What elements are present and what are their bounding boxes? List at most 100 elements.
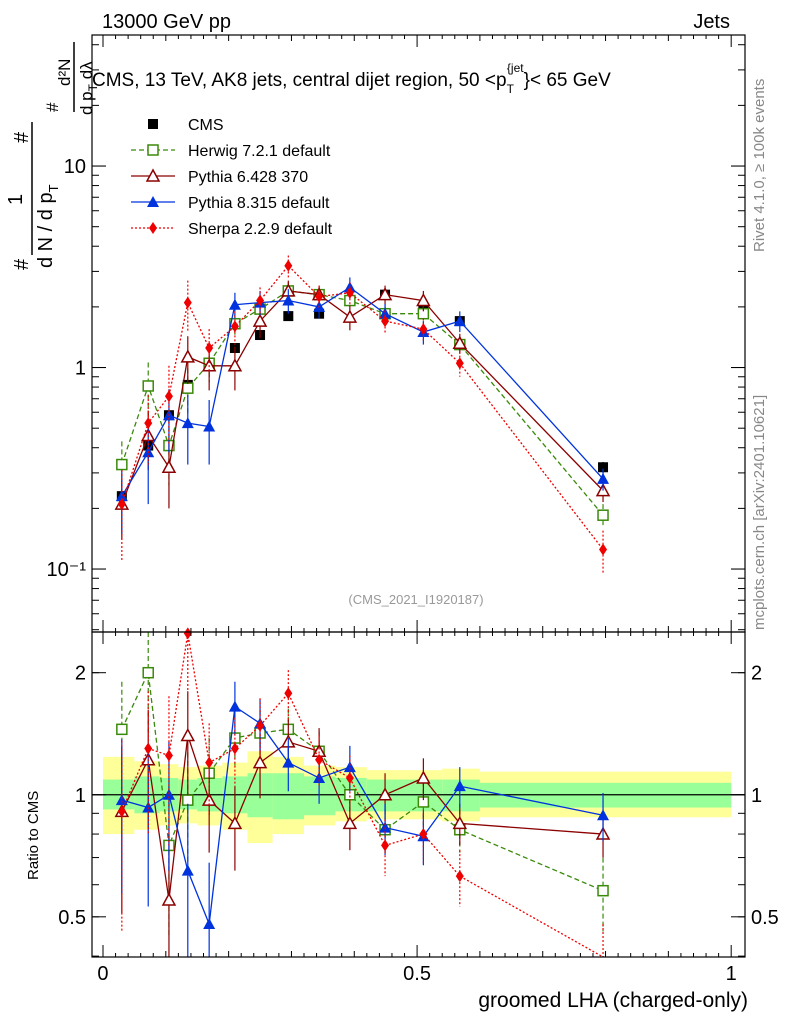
ratio-ylabel: Ratio to CMS <box>25 791 42 880</box>
upper-y-tick-label: 1 <box>75 358 86 380</box>
upper-series-line <box>121 286 604 497</box>
upper-series-1 <box>116 282 609 528</box>
lower-data-point <box>315 753 324 766</box>
upper-series-0 <box>116 289 609 505</box>
lower-data-point <box>230 742 239 755</box>
upper-series-3 <box>115 277 610 534</box>
upper-y-tick-label: 10 <box>64 156 86 178</box>
upper-data-point <box>256 294 265 307</box>
lower-data-point <box>203 918 216 930</box>
plot-title-tail: }< 65 GeV <box>524 70 611 91</box>
upper-data-point <box>227 358 243 372</box>
lower-data-point <box>162 788 175 800</box>
lower-data-point <box>377 787 393 801</box>
lower-data-point <box>342 815 358 830</box>
upper-data-point <box>453 315 466 327</box>
lower-y-tick-label: 2 <box>75 663 86 685</box>
legend-item: Pythia 6.428 370 <box>131 168 308 186</box>
legend-item: CMS <box>148 117 224 134</box>
lower-series-line <box>121 670 604 892</box>
upper-data-point <box>117 498 126 511</box>
upper-series-line <box>121 290 604 516</box>
lower-data-point <box>282 756 295 768</box>
legend-item: Pythia 8.315 default <box>131 195 330 212</box>
lower-data-point <box>228 700 241 712</box>
upper-data-point <box>182 382 194 394</box>
upper-series-4 <box>117 255 608 574</box>
ylabel-num1: 1 <box>5 194 27 205</box>
lower-data-point <box>252 755 268 769</box>
x-tick-label: 0.5 <box>403 963 431 985</box>
lower-data-point <box>180 727 196 742</box>
ylabel-hash-3: # <box>43 102 62 112</box>
upper-series-line <box>121 290 604 505</box>
lower-data-point <box>284 687 293 700</box>
lower-y-tick-label-right: 1 <box>751 785 762 807</box>
upper-data-point <box>342 309 358 323</box>
lower-data-point <box>455 870 464 883</box>
rivet-version-label: Rivet 4.1.0, ≥ 100k events <box>751 79 768 252</box>
lower-data-point <box>205 756 214 769</box>
upper-data-point <box>142 380 154 392</box>
ylabel-den1: d N / d pT <box>35 184 61 268</box>
legend-label: Sherpa 2.2.9 default <box>188 221 333 238</box>
lower-data-point <box>117 805 126 818</box>
lower-series-1 <box>114 691 611 957</box>
upper-data-point <box>203 420 216 432</box>
lower-series-3 <box>117 627 604 958</box>
lower-data-point <box>345 771 354 784</box>
upper-data-point <box>598 462 609 473</box>
upper-series-2 <box>114 280 611 540</box>
x-tick-label: 0 <box>97 963 108 985</box>
upper-data-point <box>230 320 239 333</box>
lower-series-line <box>121 705 604 925</box>
upper-data-point <box>419 323 428 336</box>
upper-data-point <box>284 259 293 272</box>
lower-data-point <box>181 864 194 876</box>
lower-data-point <box>116 723 128 736</box>
upper-data-point <box>379 307 392 319</box>
upper-data-point <box>183 296 192 309</box>
ylabel-den2: d pT dλ <box>77 61 100 115</box>
upper-data-point <box>116 458 128 471</box>
lower-data-point <box>453 780 466 792</box>
x-axis-label: groomed LHA (charged-only) <box>478 989 748 1012</box>
upper-data-point <box>205 342 214 355</box>
lower-data-point <box>343 761 356 773</box>
lower-y-tick-label: 1 <box>75 785 86 807</box>
lower-data-point <box>115 794 128 806</box>
upper-data-point <box>455 357 464 370</box>
upper-data-point <box>599 543 608 556</box>
analysis-watermark: (CMS_2021_I1920187) <box>348 592 483 607</box>
legend-marker <box>145 168 161 182</box>
lower-data-point <box>164 749 173 762</box>
plot-title-sup: {jet <box>507 61 524 75</box>
lower-data-point <box>182 794 194 806</box>
legend-marker <box>149 222 157 234</box>
lower-data-point <box>142 666 154 679</box>
plot-title: CMS, 13 TeV, AK8 jets, central dijet reg… <box>92 61 611 96</box>
upper-data-point <box>597 472 610 484</box>
ylabel-num2: d²N <box>55 59 74 86</box>
lower-y-tick-label-right: 0.5 <box>751 907 779 929</box>
upper-data-point <box>181 417 194 429</box>
lower-axes: 2 2 1 1 0.5 0.5 0 0.5 1 <box>58 631 779 985</box>
upper-data-point <box>164 390 173 403</box>
upper-data-point <box>144 417 153 430</box>
lower-data-point <box>256 719 265 732</box>
legend-item: Herwig 7.2.1 default <box>131 143 331 160</box>
upper-data-point <box>345 286 354 299</box>
upper-series-layer <box>114 255 611 574</box>
legend-marker <box>147 144 159 156</box>
upper-data-point <box>180 349 196 363</box>
legend-label: Pythia 8.315 default <box>188 195 330 212</box>
legend-label: Pythia 6.428 370 <box>188 169 308 186</box>
header-right-label: Jets <box>693 11 730 33</box>
legend: CMS Herwig 7.2.1 default Pythia 6.428 370 P… <box>131 117 333 238</box>
upper-data-point <box>252 313 268 327</box>
lower-data-point <box>416 770 431 784</box>
lower-data-point <box>419 828 428 841</box>
lower-data-point <box>183 627 192 640</box>
lower-data-point <box>144 742 153 755</box>
